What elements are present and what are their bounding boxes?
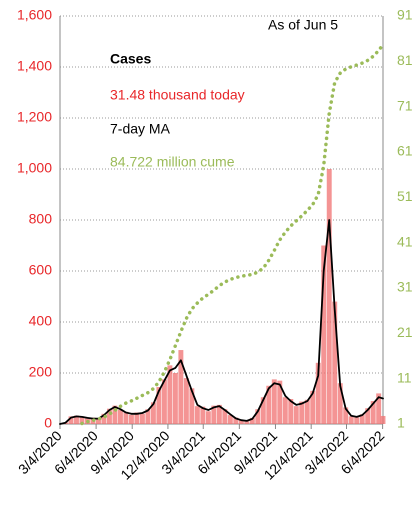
bar bbox=[95, 419, 101, 424]
bar bbox=[128, 414, 134, 424]
bar bbox=[365, 408, 371, 424]
y-tick-label: 400 bbox=[29, 313, 53, 329]
bar bbox=[200, 406, 206, 424]
y-tick-label: 800 bbox=[29, 211, 53, 227]
y-tick-label: 1,000 bbox=[17, 160, 52, 176]
bar bbox=[304, 399, 310, 424]
bar bbox=[277, 380, 283, 424]
bar bbox=[321, 245, 327, 424]
bar bbox=[161, 379, 167, 424]
bar bbox=[271, 379, 277, 424]
bar bbox=[370, 401, 376, 424]
bar bbox=[145, 409, 151, 424]
cume-line bbox=[80, 42, 385, 426]
y2-tick-label: 41 bbox=[397, 233, 413, 249]
y2-tick-label: 21 bbox=[397, 324, 413, 340]
bar bbox=[315, 362, 321, 424]
y2-tick-label: 11 bbox=[397, 369, 412, 385]
bar bbox=[348, 416, 354, 424]
title: Cases bbox=[110, 51, 151, 67]
bar bbox=[134, 412, 140, 424]
bar bbox=[326, 169, 332, 424]
bar bbox=[260, 397, 266, 424]
y-tick-label: 200 bbox=[29, 364, 53, 380]
bar bbox=[354, 417, 360, 424]
y-tick-label: 1,400 bbox=[17, 58, 52, 74]
cume-note: 84.722 million cume bbox=[110, 154, 235, 170]
y2-tick-label: 61 bbox=[397, 143, 413, 159]
bar bbox=[178, 350, 184, 424]
y2-tick-label: 91 bbox=[397, 7, 413, 23]
bar bbox=[310, 390, 316, 424]
bar bbox=[266, 385, 272, 424]
bar bbox=[282, 397, 288, 424]
y-tick-label: 0 bbox=[44, 415, 52, 431]
bar bbox=[189, 388, 195, 424]
bar bbox=[299, 401, 305, 424]
bar bbox=[150, 402, 156, 424]
bar bbox=[194, 406, 200, 424]
bar bbox=[112, 405, 118, 424]
bar bbox=[101, 413, 107, 424]
y-tick-label: 1,200 bbox=[17, 109, 52, 125]
bar bbox=[293, 406, 299, 424]
bar bbox=[380, 415, 386, 424]
bar bbox=[255, 409, 261, 424]
bar bbox=[139, 413, 145, 424]
y-tick-label: 600 bbox=[29, 262, 53, 278]
bar bbox=[79, 416, 85, 424]
bar bbox=[233, 417, 239, 424]
bar bbox=[332, 301, 338, 424]
bar bbox=[288, 399, 294, 424]
bar bbox=[156, 387, 162, 424]
bar bbox=[167, 365, 173, 424]
bar bbox=[74, 415, 79, 424]
bar bbox=[249, 417, 255, 424]
bar bbox=[343, 407, 349, 424]
ma-line bbox=[59, 219, 384, 425]
bar bbox=[227, 415, 233, 424]
y2-tick-label: 51 bbox=[397, 188, 413, 204]
y2-tick-label: 1 bbox=[397, 415, 405, 431]
bar bbox=[222, 409, 228, 424]
today-note: 31.48 thousand today bbox=[110, 87, 245, 103]
bar bbox=[211, 405, 217, 424]
bar bbox=[244, 421, 250, 424]
bar bbox=[68, 416, 74, 424]
ma-note: 7-day MA bbox=[110, 121, 171, 137]
bar bbox=[183, 378, 189, 424]
y2-tick-label: 31 bbox=[397, 279, 413, 295]
bar bbox=[216, 404, 222, 424]
bar bbox=[205, 411, 211, 424]
y-tick-label: 1,600 bbox=[17, 7, 52, 23]
bar bbox=[117, 409, 123, 424]
bar bbox=[376, 393, 382, 424]
as-of: As of Jun 5 bbox=[268, 17, 338, 33]
bar bbox=[123, 411, 129, 424]
bar bbox=[106, 408, 112, 424]
y2-tick-label: 81 bbox=[397, 52, 413, 68]
bar bbox=[359, 414, 365, 424]
bar bbox=[337, 383, 343, 424]
bar bbox=[172, 373, 178, 424]
y2-tick-label: 71 bbox=[397, 97, 413, 113]
bar bbox=[238, 420, 244, 424]
